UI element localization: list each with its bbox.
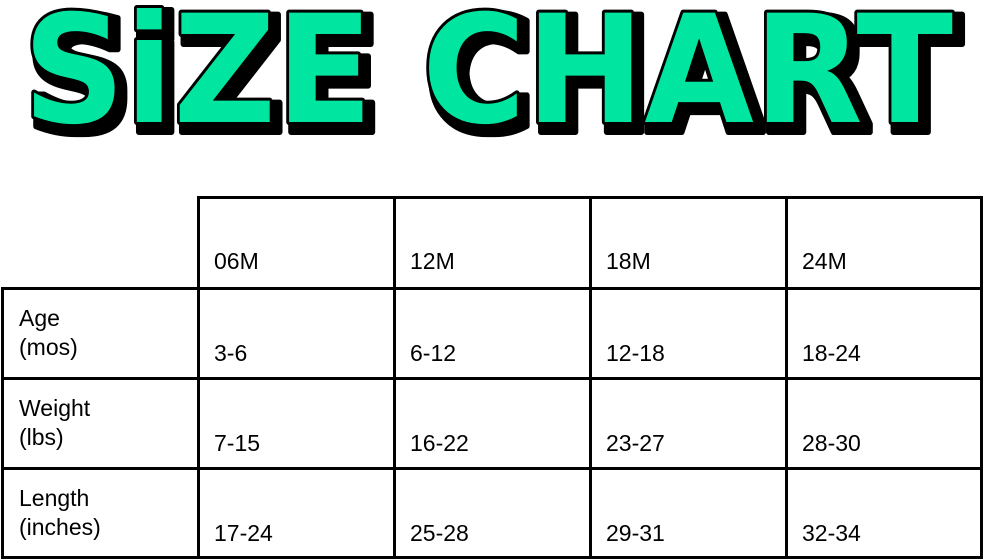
column-header-label: 06M (214, 248, 259, 274)
cell-value: 18-24 (802, 340, 861, 366)
cell-value: 25-28 (410, 520, 469, 546)
grid-line (197, 196, 200, 559)
grid-line (1, 467, 983, 470)
cell-value: 3-6 (214, 340, 248, 366)
cell-value: 32-34 (802, 520, 861, 546)
table-cell: 12-18 (590, 288, 786, 378)
column-header: 06M (198, 198, 394, 288)
row-label-line2: (lbs) (19, 424, 64, 450)
column-header-label: 24M (802, 248, 847, 274)
grid-line (1, 287, 983, 290)
grid-line (1, 287, 4, 559)
row-label: Age (mos) (19, 304, 78, 362)
column-header: 12M (394, 198, 590, 288)
row-label-line1: Weight (19, 395, 91, 421)
column-header: 24M (786, 198, 981, 288)
cell-value: 17-24 (214, 520, 273, 546)
column-header: 18M (590, 198, 786, 288)
grid-line (1, 377, 983, 380)
cell-value: 7-15 (214, 430, 261, 456)
table-cell: 6-12 (394, 288, 590, 378)
row-label-line1: Age (19, 305, 60, 331)
row-label-line2: (inches) (19, 514, 101, 540)
row-header: Weight (lbs) (3, 378, 198, 468)
row-header: Length (inches) (3, 468, 198, 557)
table-cell: 29-31 (590, 468, 786, 557)
cell-value: 28-30 (802, 430, 861, 456)
table-cell: 32-34 (786, 468, 981, 557)
row-label: Weight (lbs) (19, 394, 90, 452)
table-cell: 28-30 (786, 378, 981, 468)
grid-line (980, 196, 983, 559)
table-cell: 25-28 (394, 468, 590, 557)
table-cell: 16-22 (394, 378, 590, 468)
grid-line (589, 196, 592, 559)
column-header-label: 18M (606, 248, 651, 274)
cell-value: 16-22 (410, 430, 469, 456)
title-text: SiZE CHART (23, 0, 953, 150)
table-cell: 23-27 (590, 378, 786, 468)
size-chart-title: SiZE CHART (20, 0, 956, 150)
grid-line (393, 196, 396, 559)
row-label-line2: (mos) (19, 334, 78, 360)
cell-value: 6-12 (410, 340, 457, 366)
table-cell: 3-6 (198, 288, 394, 378)
table-cell: 18-24 (786, 288, 981, 378)
table-cell: 7-15 (198, 378, 394, 468)
cell-value: 23-27 (606, 430, 665, 456)
grid-line (785, 196, 788, 559)
row-label: Length (inches) (19, 484, 101, 542)
cell-value: 12-18 (606, 340, 665, 366)
cell-value: 29-31 (606, 520, 665, 546)
column-header-label: 12M (410, 248, 455, 274)
row-label-line1: Length (19, 485, 90, 511)
table-cell: 17-24 (198, 468, 394, 557)
row-header: Age (mos) (3, 288, 198, 378)
grid-line (1, 556, 983, 559)
